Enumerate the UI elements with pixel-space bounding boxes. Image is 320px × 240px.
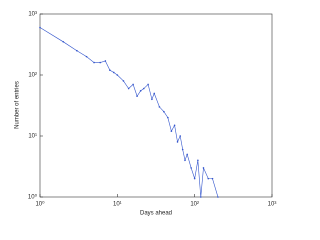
data-point — [93, 61, 95, 64]
data-point — [104, 60, 107, 62]
data-point — [153, 92, 156, 95]
data-point — [170, 130, 173, 132]
data-point — [132, 83, 134, 86]
x-tick-label: 10² — [190, 202, 199, 208]
data-point — [151, 98, 153, 101]
data-point — [112, 71, 115, 74]
data-point — [62, 41, 65, 43]
data-point — [109, 69, 111, 71]
data-point — [143, 87, 145, 90]
data-point — [163, 110, 165, 113]
data-point — [179, 135, 181, 137]
data-point — [211, 177, 214, 180]
data-point — [158, 106, 161, 108]
data-point — [190, 167, 192, 169]
y-tick-label: 10¹ — [28, 134, 37, 140]
data-point — [76, 49, 78, 52]
x-tick-label: 10⁰ — [35, 201, 45, 208]
data-point — [39, 26, 41, 29]
x-tick-label: 10¹ — [113, 202, 122, 208]
x-tick-label: 10³ — [268, 202, 277, 208]
data-point — [116, 74, 119, 76]
data-point — [197, 159, 199, 162]
data-point — [181, 148, 184, 151]
data-point — [193, 177, 196, 180]
y-tick-label: 10² — [28, 73, 37, 79]
y-tick-label: 10⁰ — [28, 194, 38, 201]
data-point — [207, 177, 210, 180]
x-axis-label: Days ahead — [140, 211, 172, 217]
data-point — [99, 61, 101, 64]
data-point — [85, 55, 88, 58]
data-point — [199, 196, 202, 198]
data-point — [147, 83, 149, 86]
y-axis-label: Number of entries — [15, 81, 21, 129]
data-point — [167, 116, 169, 119]
data-point — [127, 87, 130, 90]
data-point — [139, 90, 142, 92]
chart: Days ahead Number of entries 10⁰ 10¹ 10² 10… — [15, 12, 277, 217]
data-point — [136, 95, 138, 97]
data-point — [176, 141, 179, 143]
data-point — [184, 159, 186, 162]
y-tick-label: 10³ — [28, 12, 37, 18]
data-point — [186, 153, 188, 156]
data-point — [122, 80, 125, 82]
data-point — [173, 124, 176, 127]
plot-area — [39, 13, 273, 198]
data-point — [217, 196, 219, 198]
data-point — [202, 167, 205, 169]
